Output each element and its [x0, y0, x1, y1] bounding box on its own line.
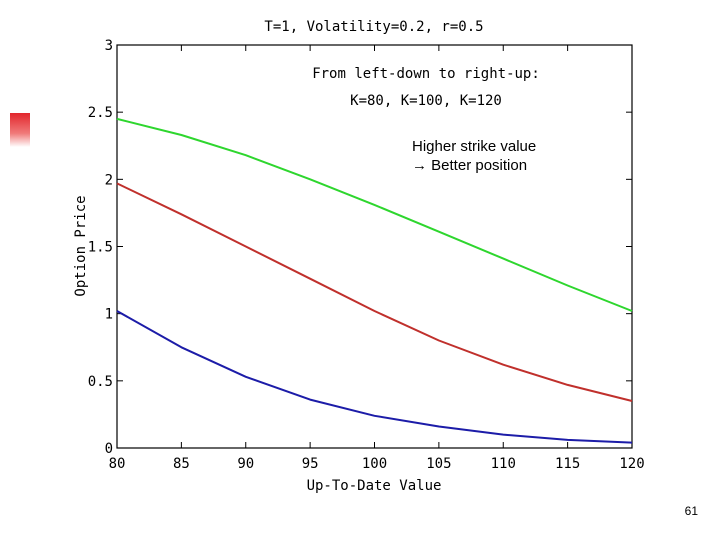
x-tick-label: 115 — [555, 456, 580, 472]
y-tick-label: 0 — [105, 441, 113, 457]
series-line-3 — [116, 117, 633, 312]
series-line-1 — [116, 310, 633, 444]
corner-decoration — [10, 113, 30, 147]
annotation-order-line1: From left-down to right-up: — [312, 66, 540, 82]
y-tick-label: 1 — [105, 307, 113, 323]
x-tick-label: 90 — [237, 456, 254, 472]
series-line-2 — [116, 182, 633, 402]
plot-area: 80 85 90 95 100 105 110 115 120 0 0.5 1 1.5 2 2.5 3 T=1,… — [73, 19, 645, 494]
x-tick-label: 120 — [619, 456, 644, 472]
slide-number: 61 — [684, 504, 698, 518]
chart-title: T=1, Volatility=0.2, r=0.5 — [264, 19, 483, 35]
y-axis-title: Option Price — [73, 195, 89, 296]
annotation-order-line2: K=80, K=100, K=120 — [350, 93, 502, 109]
x-tick-label: 80 — [109, 456, 126, 472]
y-tick-label: 1.5 — [88, 240, 113, 256]
x-tick-label: 85 — [173, 456, 190, 472]
annotation-note-line2: → Better position — [412, 157, 527, 174]
x-axis-title: Up-To-Date Value — [307, 478, 442, 494]
y-tick-label: 3 — [105, 38, 113, 54]
x-tick-label: 95 — [302, 456, 319, 472]
y-tick-label: 0.5 — [88, 374, 113, 390]
y-tick-label: 2.5 — [88, 105, 113, 121]
x-tick-label: 110 — [491, 456, 516, 472]
annotation-note-line1: Higher strike value — [412, 138, 536, 155]
y-tick-label: 2 — [105, 172, 113, 188]
x-tick-label: 105 — [426, 456, 451, 472]
x-tick-label: 100 — [362, 456, 387, 472]
